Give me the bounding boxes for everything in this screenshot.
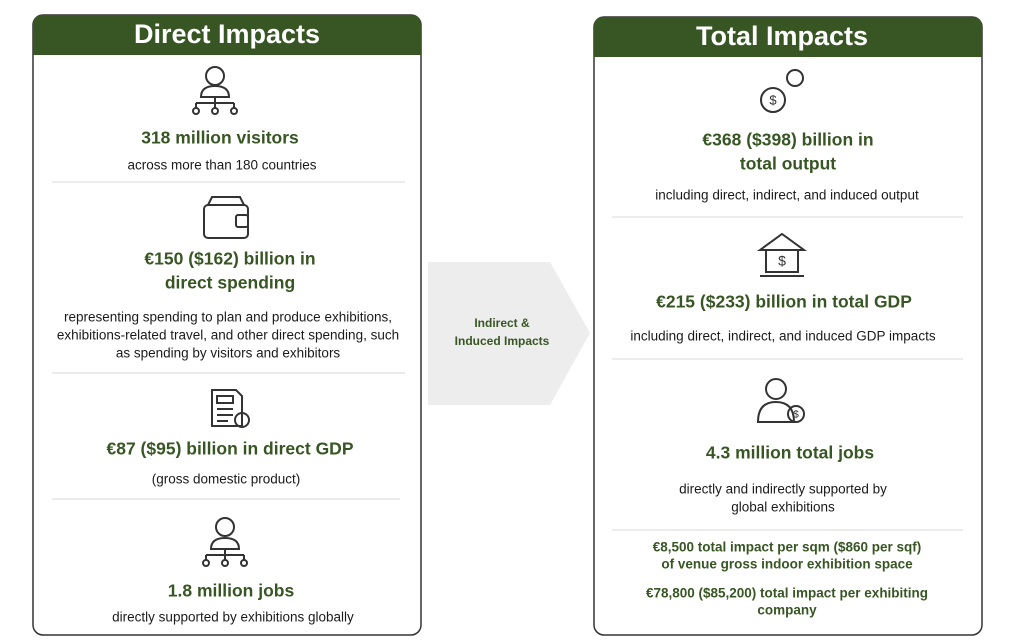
note: €78,800 ($85,200) total impact per exhib… (646, 586, 928, 601)
item-heading: 1.8 million jobs (168, 581, 295, 601)
jobs-icon (202, 517, 248, 567)
item-heading: total output (740, 154, 836, 174)
item-text: directly supported by exhibitions global… (112, 610, 354, 625)
item-text: exhibitions-related travel, and other di… (57, 328, 399, 343)
item-text: including direct, indirect, and induced … (630, 329, 935, 344)
bank-icon: $ (756, 232, 808, 277)
item-text: global exhibitions (731, 500, 835, 515)
direct-header (33, 15, 421, 55)
item-text: representing spending to plan and produc… (64, 310, 392, 325)
item-heading: 4.3 million total jobs (706, 443, 874, 463)
item-heading: €150 ($162) billion in (144, 249, 315, 269)
wallet-icon (203, 196, 249, 239)
svg-text:$: $ (793, 410, 799, 421)
item-text: across more than 180 countries (127, 158, 316, 173)
note: company (757, 603, 817, 618)
item-heading: €368 ($398) billion in (702, 130, 873, 150)
item-heading: €87 ($95) billion in direct GDP (106, 439, 353, 459)
direct-title: Direct Impacts (134, 19, 320, 49)
svg-text:$: $ (769, 92, 777, 107)
note: €8,500 total impact per sqm ($860 per sq… (653, 540, 922, 555)
item-text: (gross domestic product) (152, 472, 301, 487)
direct-panel (32, 14, 422, 636)
item-text: including direct, indirect, and induced … (655, 188, 919, 203)
item-text: as spending by visitors and exhibitors (116, 346, 341, 361)
calculator-icon (211, 389, 250, 428)
item-heading: 318 million visitors (141, 128, 299, 148)
svg-text:$: $ (778, 253, 786, 269)
worker-icon: $ (756, 378, 805, 423)
arrow (428, 262, 590, 405)
gears-icon: $ (760, 69, 804, 113)
item-heading: direct spending (165, 273, 295, 293)
note: of venue gross indoor exhibition space (661, 557, 913, 572)
arrow-label: Indirect & (474, 316, 530, 330)
total-header (594, 17, 982, 57)
arrow-label: Induced Impacts (455, 334, 550, 348)
item-heading: €215 ($233) billion in total GDP (656, 292, 912, 312)
total-title: Total Impacts (696, 21, 868, 51)
visitors-icon (192, 66, 238, 115)
item-text: directly and indirectly supported by (679, 482, 887, 497)
